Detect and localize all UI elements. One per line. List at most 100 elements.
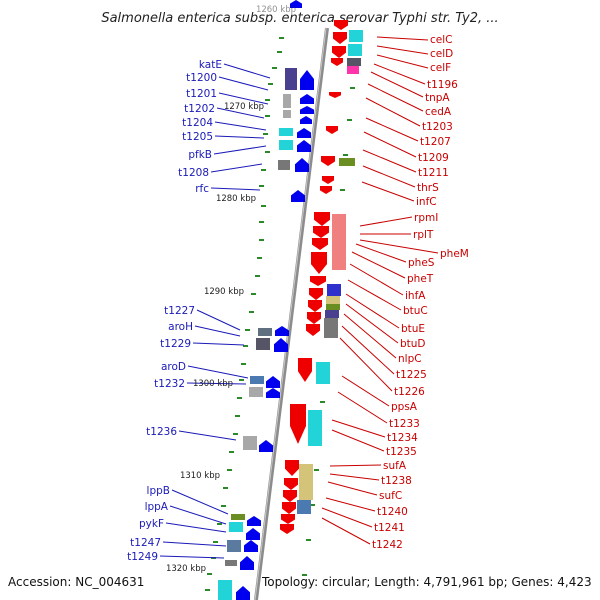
scale-label: 1270 kbp bbox=[224, 102, 264, 112]
gene-label-left[interactable]: katE bbox=[199, 59, 222, 71]
gene-label-left[interactable]: rfc bbox=[195, 183, 209, 195]
leader-line bbox=[178, 430, 237, 441]
gene-label-right[interactable]: t1234 bbox=[387, 432, 418, 444]
gene-arrow-plus bbox=[314, 212, 330, 226]
cog-color-box bbox=[231, 514, 245, 520]
cog-color-box bbox=[327, 284, 341, 296]
gene-label-right[interactable]: t1207 bbox=[420, 136, 451, 148]
gene-arrow-minus bbox=[266, 388, 280, 398]
gene-label-right[interactable]: t1235 bbox=[386, 446, 417, 458]
gene-label-left[interactable]: t1232 bbox=[154, 378, 185, 390]
gene-label-right[interactable]: celD bbox=[430, 48, 453, 60]
gene-label-right[interactable]: t1233 bbox=[389, 418, 420, 430]
gene-label-right[interactable]: btuE bbox=[401, 323, 425, 335]
gene-label-left[interactable]: t1247 bbox=[130, 537, 161, 549]
gene-label-left[interactable]: pfkB bbox=[188, 149, 212, 161]
cog-color-box bbox=[332, 214, 346, 270]
gene-label-right[interactable]: t1242 bbox=[372, 539, 403, 551]
gene-arrow-minus bbox=[291, 190, 305, 202]
leader-line bbox=[337, 391, 388, 424]
gene-label-right[interactable]: t1241 bbox=[374, 522, 405, 534]
leader-line bbox=[187, 365, 249, 379]
gene-label-left[interactable]: t1229 bbox=[160, 338, 191, 350]
gene-label-left[interactable]: aroD bbox=[161, 361, 186, 373]
leader-line bbox=[331, 429, 385, 452]
gene-label-right[interactable]: pheM bbox=[440, 248, 469, 260]
gene-label-left[interactable]: t1208 bbox=[178, 167, 209, 179]
gene-label-right[interactable]: t1238 bbox=[381, 475, 412, 487]
leader-line bbox=[349, 263, 404, 296]
leader-line bbox=[359, 216, 413, 227]
gene-arrow-plus bbox=[312, 238, 328, 250]
map-title: Salmonella enterica subsp. enterica sero… bbox=[101, 11, 498, 26]
genome-backbone bbox=[254, 27, 329, 600]
leader-line bbox=[365, 117, 419, 142]
gene-label-right[interactable]: sufA bbox=[383, 460, 407, 472]
gene-arrow-minus bbox=[300, 106, 314, 114]
leader-line bbox=[159, 555, 225, 559]
accession-text: Accession: NC_004631 bbox=[8, 575, 144, 589]
gene-label-right[interactable]: t1225 bbox=[396, 369, 427, 381]
gene-arrow-plus bbox=[331, 58, 343, 66]
gene-arrow-plus bbox=[290, 404, 306, 444]
gene-label-right[interactable]: t1196 bbox=[427, 79, 458, 91]
gene-label-right[interactable]: pheT bbox=[407, 273, 434, 285]
gene-label-right[interactable]: rplT bbox=[413, 229, 434, 241]
gene-label-right[interactable]: thrS bbox=[417, 182, 439, 194]
gene-label-left[interactable]: t1227 bbox=[164, 305, 195, 317]
leader-line bbox=[345, 303, 399, 344]
scale-label: 1280 kbp bbox=[216, 194, 256, 204]
gene-label-right[interactable]: nlpC bbox=[398, 353, 422, 365]
gene-label-right[interactable]: rpmI bbox=[414, 212, 438, 224]
gene-label-left[interactable]: aroH bbox=[168, 321, 193, 333]
gene-label-right[interactable]: infC bbox=[416, 196, 437, 208]
gene-arrows bbox=[236, 0, 348, 600]
gene-label-right[interactable]: t1211 bbox=[418, 167, 449, 179]
gene-arrow-plus bbox=[311, 252, 327, 274]
leader-line bbox=[218, 92, 269, 105]
gene-arrow-minus bbox=[300, 116, 312, 124]
cog-color-box bbox=[326, 304, 340, 310]
scale-label: 1260 kbp bbox=[256, 5, 296, 15]
gene-arrow-minus bbox=[274, 338, 288, 352]
leader-line bbox=[376, 45, 429, 55]
gene-arrow-plus bbox=[309, 288, 323, 300]
gene-label-left[interactable]: t1236 bbox=[146, 426, 177, 438]
gene-label-left[interactable]: t1201 bbox=[186, 88, 217, 100]
gene-label-left[interactable]: t1200 bbox=[186, 72, 217, 84]
gene-label-left[interactable]: t1204 bbox=[182, 117, 213, 129]
gene-label-right[interactable]: t1226 bbox=[394, 386, 425, 398]
gene-label-right[interactable]: sufC bbox=[379, 490, 402, 502]
gene-label-right[interactable]: t1240 bbox=[377, 506, 408, 518]
gene-label-right[interactable]: cedA bbox=[425, 106, 452, 118]
gene-label-left[interactable]: t1205 bbox=[182, 131, 213, 143]
leader-line bbox=[171, 489, 229, 515]
leader-line bbox=[186, 382, 247, 385]
gene-label-right[interactable]: ihfA bbox=[405, 290, 426, 302]
gene-label-right[interactable]: t1209 bbox=[418, 152, 449, 164]
gene-arrow-plus bbox=[322, 176, 334, 184]
gene-label-right[interactable]: btuC bbox=[403, 305, 428, 317]
gene-arrow-plus bbox=[285, 460, 299, 476]
leader-line bbox=[341, 375, 390, 407]
gene-label-right[interactable]: pheS bbox=[408, 257, 435, 269]
gene-label-right[interactable]: t1203 bbox=[422, 121, 453, 133]
gene-label-left[interactable]: t1249 bbox=[127, 551, 158, 563]
leader-line bbox=[365, 97, 421, 127]
gene-label-right[interactable]: tnpA bbox=[425, 92, 450, 104]
gene-arrow-plus bbox=[329, 92, 341, 98]
leader-line bbox=[192, 342, 245, 346]
gene-arrow-plus bbox=[308, 300, 322, 312]
gene-label-left[interactable]: t1202 bbox=[184, 103, 215, 115]
gene-label-right[interactable]: btuD bbox=[400, 338, 426, 350]
gene-label-left[interactable]: pykF bbox=[139, 518, 164, 530]
scale-label: 1290 kbp bbox=[204, 287, 244, 297]
gene-label-right[interactable]: celF bbox=[430, 62, 451, 74]
gene-label-right[interactable]: ppsA bbox=[391, 401, 418, 413]
leader-line bbox=[343, 313, 397, 359]
gene-label-right[interactable]: celC bbox=[430, 34, 452, 46]
cog-color-box bbox=[225, 560, 237, 566]
gene-arrow-minus bbox=[290, 0, 302, 8]
gene-label-left[interactable]: lppB bbox=[147, 485, 170, 497]
gene-label-left[interactable]: lppA bbox=[145, 501, 169, 513]
